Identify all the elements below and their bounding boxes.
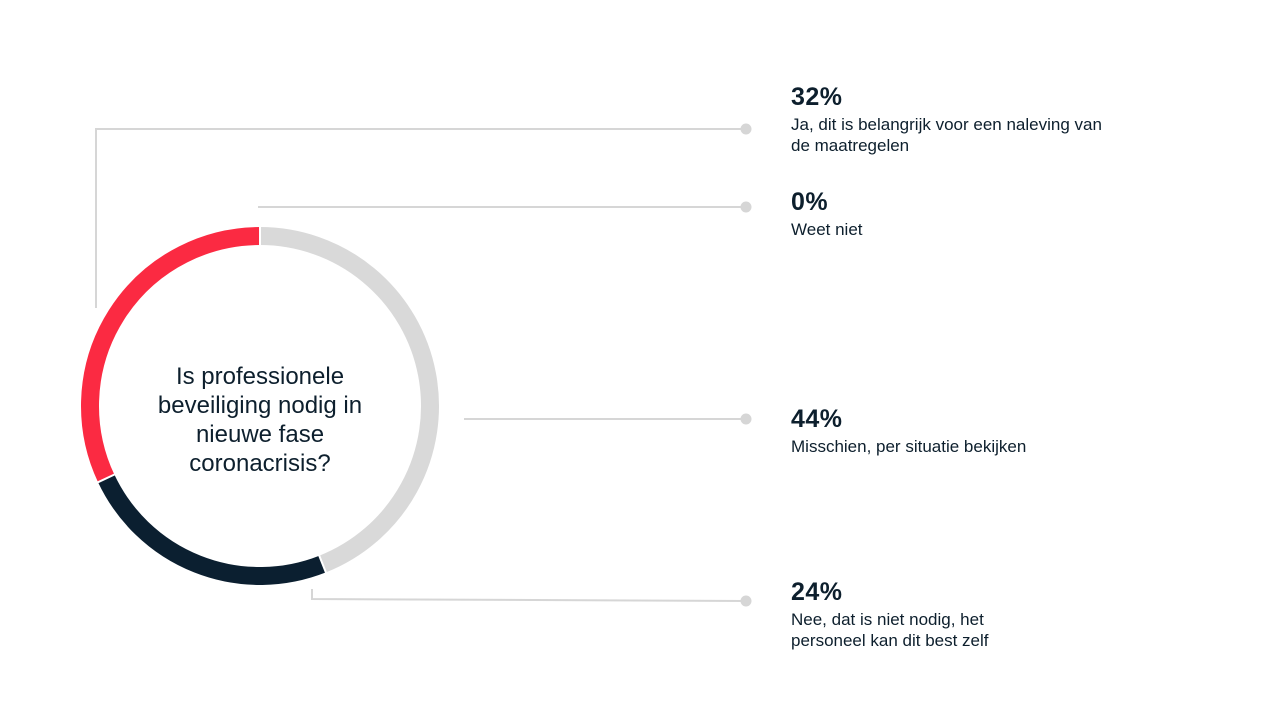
leader-dot-nee [740,595,752,607]
description-label-nee: Nee, dat is niet nodig, het personeel ka… [791,610,989,650]
percent-label-nee: 24% [791,578,843,606]
leader-line-nee [311,589,747,602]
leader-dot-ja [740,123,752,135]
donut-slices [81,218,439,585]
chart-center-question: Is professionele beveiliging nodig in ni… [157,363,363,477]
description-label-ja: Ja, dit is belangrijk voor een naleving … [791,115,1102,155]
leader-dot-misschien [740,413,752,425]
donut-slice-nee [98,474,326,585]
donut-slice-ja [81,227,261,483]
leader-line-ja [95,128,746,308]
donut-slice-misschien [259,227,439,573]
percent-label-weet-niet: 0% [791,188,829,216]
description-label-misschien: Misschien, per situatie bekijken [791,437,1027,456]
percent-label-ja: 32% [791,83,843,111]
slice-separator-nee [315,546,331,582]
description-label-weet-niet: Weet niet [791,220,863,239]
slice-separator-ja [89,469,123,487]
leader-dot-weet-niet [740,201,752,213]
percent-label-misschien: 44% [791,405,843,433]
legend-item-ja: 32% Ja, dit is belangrijk voor een nalev… [791,82,1121,156]
legend-item-misschien: 44% Misschien, per situatie bekijken [791,404,1121,457]
legend-item-weet-niet: 0% Weet niet [791,187,1121,240]
legend-item-nee: 24% Nee, dat is niet nodig, het personee… [791,577,1121,651]
